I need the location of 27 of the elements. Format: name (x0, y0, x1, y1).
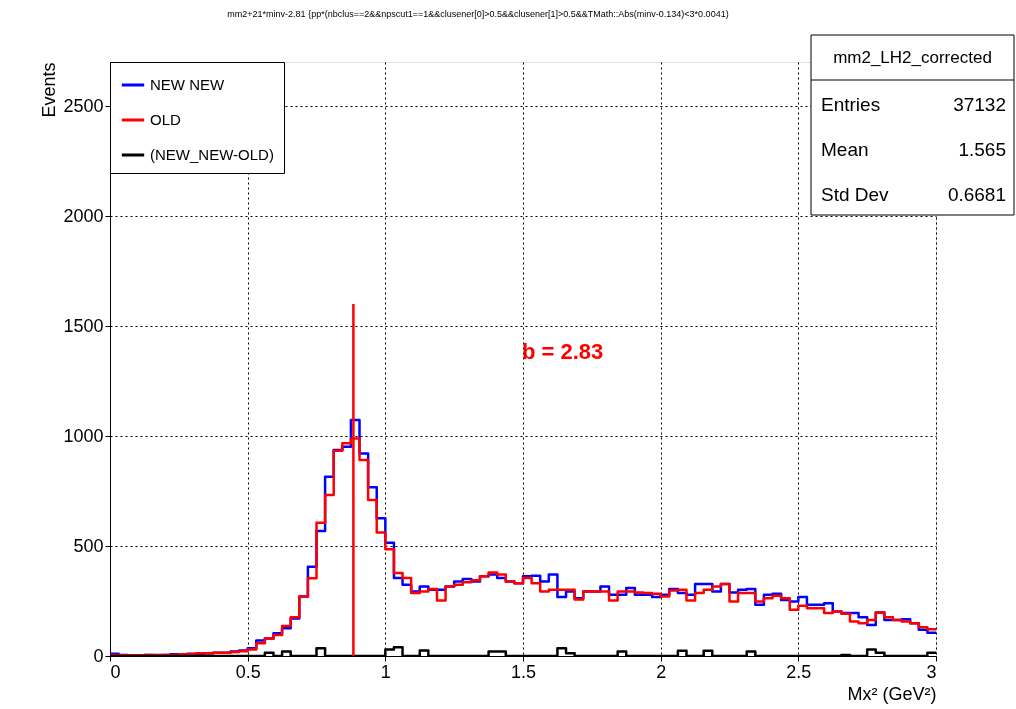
y-tick-label: 1500 (63, 315, 104, 336)
x-tick-label: 1.5 (510, 661, 537, 682)
annotation: Std Dev (821, 184, 890, 205)
annotation: b = 2.83 (522, 339, 604, 364)
legend-label: OLD (150, 111, 182, 128)
x-tick-label: 1 (380, 661, 391, 682)
text: 0.6681 (947, 184, 1006, 205)
y-axis-title: Events (39, 62, 60, 118)
y-tick-label: 500 (73, 535, 104, 556)
legend-label: (NEW_NEW-OLD) (150, 146, 274, 163)
x-tick-label: 3 (926, 661, 937, 682)
chart-title: mm2+21*minv-2.81 {pp*(nbclus==2&&npscut1==1&&clusener[0]>0.5&&clusener[1]>0.5&&TMath::Abs(minv-0.134)<3*0.0041) (227, 9, 729, 19)
y-tick-label: 0 (93, 645, 104, 666)
annotation: Mean (821, 139, 869, 160)
y-tick-label: 2000 (63, 205, 104, 226)
y-tick-label: 2500 (63, 95, 104, 116)
y-tick-label: 1000 (63, 425, 104, 446)
legend-label: NEW NEW (150, 76, 225, 93)
x-tick-label: 2.5 (786, 661, 812, 682)
annotation: Entries (821, 94, 881, 115)
annotation: mm2_LH2_corrected (833, 48, 992, 67)
x-tick-label: 0 (110, 661, 121, 682)
text: 37132 (953, 94, 1006, 115)
x-axis-title: Mx² (GeV²) (847, 683, 937, 704)
x-tick-label: 0.5 (235, 661, 261, 682)
text: 1.565 (958, 139, 1006, 160)
x-tick-label: 2 (656, 661, 667, 682)
